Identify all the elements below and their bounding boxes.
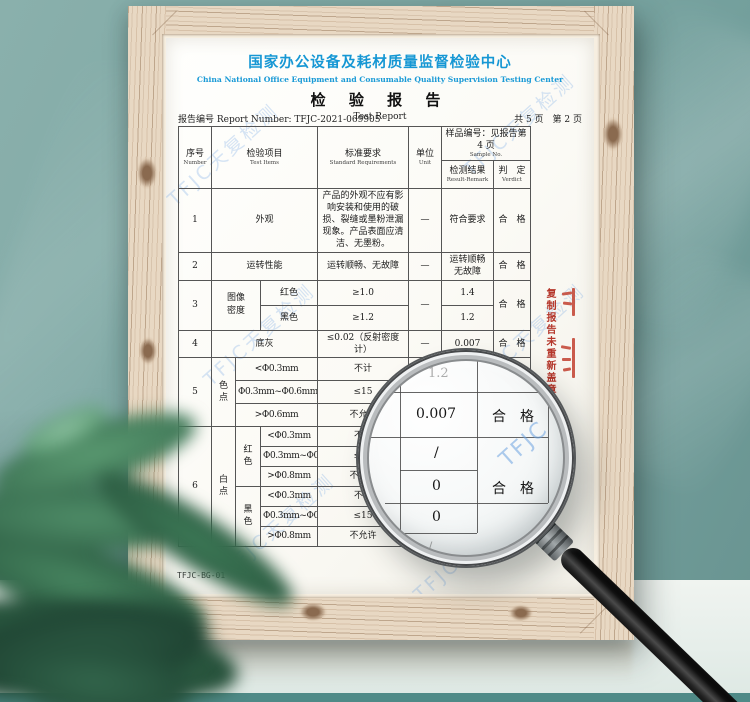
cell-r3-result-black: 1.2 [441, 304, 494, 331]
report-number-value: TFJC-2021-069905 [294, 115, 381, 125]
cell-r3-verdict: 合 格 [492, 279, 532, 331]
cell-r5-result2: 0 [441, 379, 494, 404]
cell-r6-result3: 0 [441, 465, 494, 487]
footer-form-code: TFJC-BG-01 [177, 571, 226, 580]
cell-r3-item: 图像密度 [211, 279, 261, 331]
cell-r3-sub-red: 红色 [260, 279, 318, 306]
cell-r6-result2: 0 [441, 445, 494, 467]
org-name-cn: 国家办公设备及耗材质量监督检验中心 [248, 54, 512, 71]
red-copy-note: 复制报告未重新盖章无效 [544, 288, 555, 420]
cell-r6-group-black: 黑色 [235, 485, 261, 547]
report-title-en: Test Report [353, 112, 407, 122]
wood-knot [508, 604, 534, 622]
org-name-en: China National Office Equipment and Cons… [196, 75, 564, 84]
cell-r2-unit: — [408, 251, 442, 281]
cell-r3-sub-black: 黑色 [260, 304, 318, 331]
col-header-unit: 单位 Unit [408, 126, 442, 189]
red-seal-mark [560, 338, 576, 378]
cell-r6-result1: / [441, 425, 494, 447]
report-number-line: 报告编号 Report Number: TFJC-2021-069905 共 5… [178, 112, 582, 125]
cell-r6-result4: / [441, 485, 494, 507]
cell-r4-result: 0.007 [441, 329, 494, 358]
col-header-test-items: 检验项目 Test Items [211, 126, 318, 189]
seal-stroke [562, 358, 571, 361]
wood-knot [138, 336, 158, 366]
report-number-label: 报告编号 Report Number: [178, 115, 295, 125]
cell-r5-standard1: 不计 [317, 356, 409, 381]
cell-r5-result3: 0 [441, 402, 494, 427]
cell-r3-unit: — [408, 279, 442, 331]
frame-right-bar [594, 6, 634, 640]
cell-r3-standard-red: ≥1.0 [317, 279, 409, 306]
cell-r6-result6: 0 [441, 525, 494, 547]
seal-stroke [562, 301, 573, 306]
seal-stroke [560, 345, 572, 350]
col-header-standard: 标准要求 Standard Requirements [317, 126, 409, 189]
cell-r4-item: 底灰 [211, 329, 318, 358]
wood-knot [602, 116, 624, 152]
cell-r6-group-red: 红色 [235, 425, 261, 487]
foliage-corner [0, 585, 250, 702]
cell-r6-verdict: 合 格 [492, 425, 532, 547]
cell-r3-standard-black: ≥1.2 [317, 304, 409, 331]
red-seal-mark [561, 288, 576, 316]
cell-r2-result: 运转顺畅 无故障 [441, 251, 494, 281]
cell-r2-verdict: 合 格 [492, 251, 532, 281]
cell-r5-result1: / [441, 356, 494, 381]
cell-r4-no: 4 [178, 329, 212, 358]
cell-r1-item: 外观 [211, 187, 318, 253]
cell-r5-spec1: <Φ0.3mm [235, 356, 318, 381]
cell-r5-spec2: Φ0.3mm~Φ0.6mm [235, 379, 318, 404]
cell-r4-unit: — [408, 329, 442, 358]
cell-r1-unit: — [408, 187, 442, 253]
seal-stroke [572, 338, 575, 378]
cell-r1-result: 符合要求 [441, 187, 494, 253]
cell-r5-verdict: 合 格 [492, 356, 532, 427]
report-header: 国家办公设备及耗材质量监督检验中心 China National Office … [166, 38, 594, 122]
cell-r4-verdict: 合 格 [492, 329, 532, 358]
seal-stroke [562, 367, 572, 372]
frame-top-bar [128, 6, 634, 38]
cell-r3-result-red: 1.4 [441, 279, 494, 306]
cell-r1-verdict: 合 格 [492, 187, 532, 253]
report-title-cn: 检 验 报 告 [310, 91, 450, 109]
cell-r2-standard: 运转顺畅、无故障 [317, 251, 409, 281]
cell-r6-result5: 0 [441, 505, 494, 527]
cell-r1-standard: 产品的外观不应有影响安装和使用的破损、裂缝或墨粉泄漏现象。产品表面应清洁、无墨粉… [317, 187, 409, 253]
col-header-verdict: 判 定 Verdict [492, 159, 532, 189]
seal-stroke [572, 288, 575, 316]
seal-stroke [561, 291, 573, 296]
page-indicator: 共 5 页 第 2 页 [514, 115, 582, 125]
bottom-teal-strip [0, 693, 750, 702]
col-header-number: 序号 Number [178, 126, 212, 189]
cell-r3-no: 3 [178, 279, 212, 331]
col-header-result: 检测结果 Result-Remark [441, 159, 494, 189]
wood-knot [136, 156, 158, 190]
cell-r2-no: 2 [178, 251, 212, 281]
cell-r1-no: 1 [178, 187, 212, 253]
cell-r5-item: 色点 [211, 356, 236, 427]
report-number: 报告编号 Report Number: TFJC-2021-069905 [178, 112, 381, 125]
cell-r2-item: 运转性能 [211, 251, 318, 281]
frame-bottom-bar [128, 594, 634, 640]
sample-number-cell: 样品编号：见报告第 4 页 Sample No. [440, 126, 532, 161]
cell-r4-standard: ≤0.02（反射密度计） [317, 329, 409, 358]
wood-knot [298, 602, 328, 622]
